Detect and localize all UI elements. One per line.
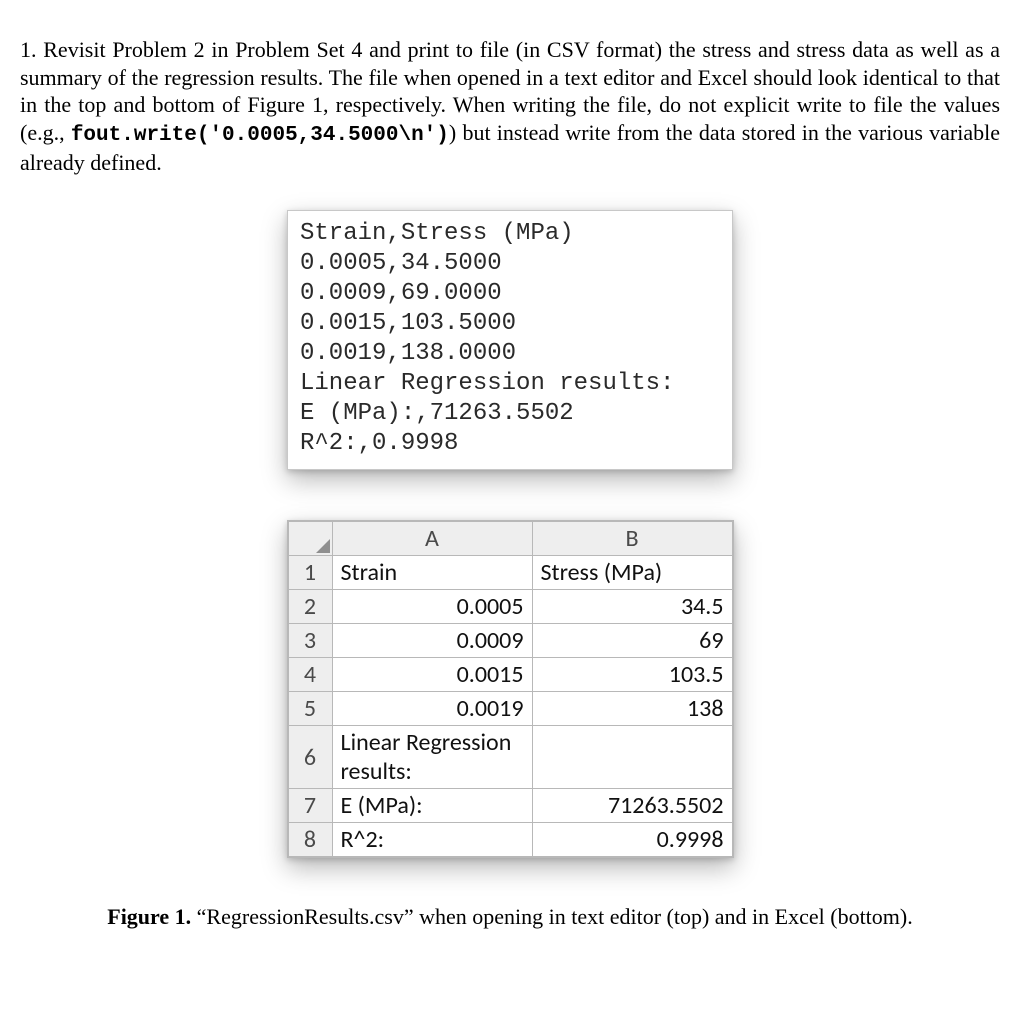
excel-cell: Strain xyxy=(332,556,532,590)
excel-view: AB1StrainStress (MPa)20.000534.530.00096… xyxy=(287,520,734,858)
figures-stack: Strain,Stress (MPa) 0.0005,34.5000 0.000… xyxy=(20,210,1000,858)
excel-cell: 0.9998 xyxy=(532,823,732,857)
excel-cell: 0.0005 xyxy=(332,590,532,624)
excel-cell xyxy=(532,726,732,789)
page: 1. Revisit Problem 2 in Problem Set 4 an… xyxy=(0,0,1020,982)
excel-cell: 69 xyxy=(532,624,732,658)
excel-cell: E (MPa): xyxy=(332,789,532,823)
excel-column-header: A xyxy=(332,522,532,556)
excel-row-header: 3 xyxy=(288,624,332,658)
excel-cell: 0.0015 xyxy=(332,658,532,692)
excel-cell: 34.5 xyxy=(532,590,732,624)
excel-corner-cell xyxy=(288,522,332,556)
excel-row-header: 6 xyxy=(288,726,332,789)
text-editor-view: Strain,Stress (MPa) 0.0005,34.5000 0.000… xyxy=(287,210,733,470)
excel-cell: R^2: xyxy=(332,823,532,857)
excel-row-header: 5 xyxy=(288,692,332,726)
excel-row-header: 7 xyxy=(288,789,332,823)
excel-row-header: 2 xyxy=(288,590,332,624)
excel-cell: 0.0009 xyxy=(332,624,532,658)
excel-cell: Linear Regression results: xyxy=(332,726,532,789)
excel-cell: 138 xyxy=(532,692,732,726)
excel-row-header: 4 xyxy=(288,658,332,692)
excel-cell: Stress (MPa) xyxy=(532,556,732,590)
problem-statement: 1. Revisit Problem 2 in Problem Set 4 an… xyxy=(20,36,1000,176)
excel-row-header: 1 xyxy=(288,556,332,590)
figure-caption: Figure 1. “RegressionResults.csv” when o… xyxy=(20,904,1000,930)
excel-cell: 0.0019 xyxy=(332,692,532,726)
caption-label: Figure 1. xyxy=(107,904,191,929)
code-example: fout.write('0.0005,34.5000\n') xyxy=(71,124,449,147)
caption-text: “RegressionResults.csv” when opening in … xyxy=(191,904,913,929)
excel-table: AB1StrainStress (MPa)20.000534.530.00096… xyxy=(288,521,733,857)
excel-cell: 71263.5502 xyxy=(532,789,732,823)
list-number: 1. xyxy=(20,37,37,62)
excel-row-header: 8 xyxy=(288,823,332,857)
excel-cell: 103.5 xyxy=(532,658,732,692)
excel-column-header: B xyxy=(532,522,732,556)
